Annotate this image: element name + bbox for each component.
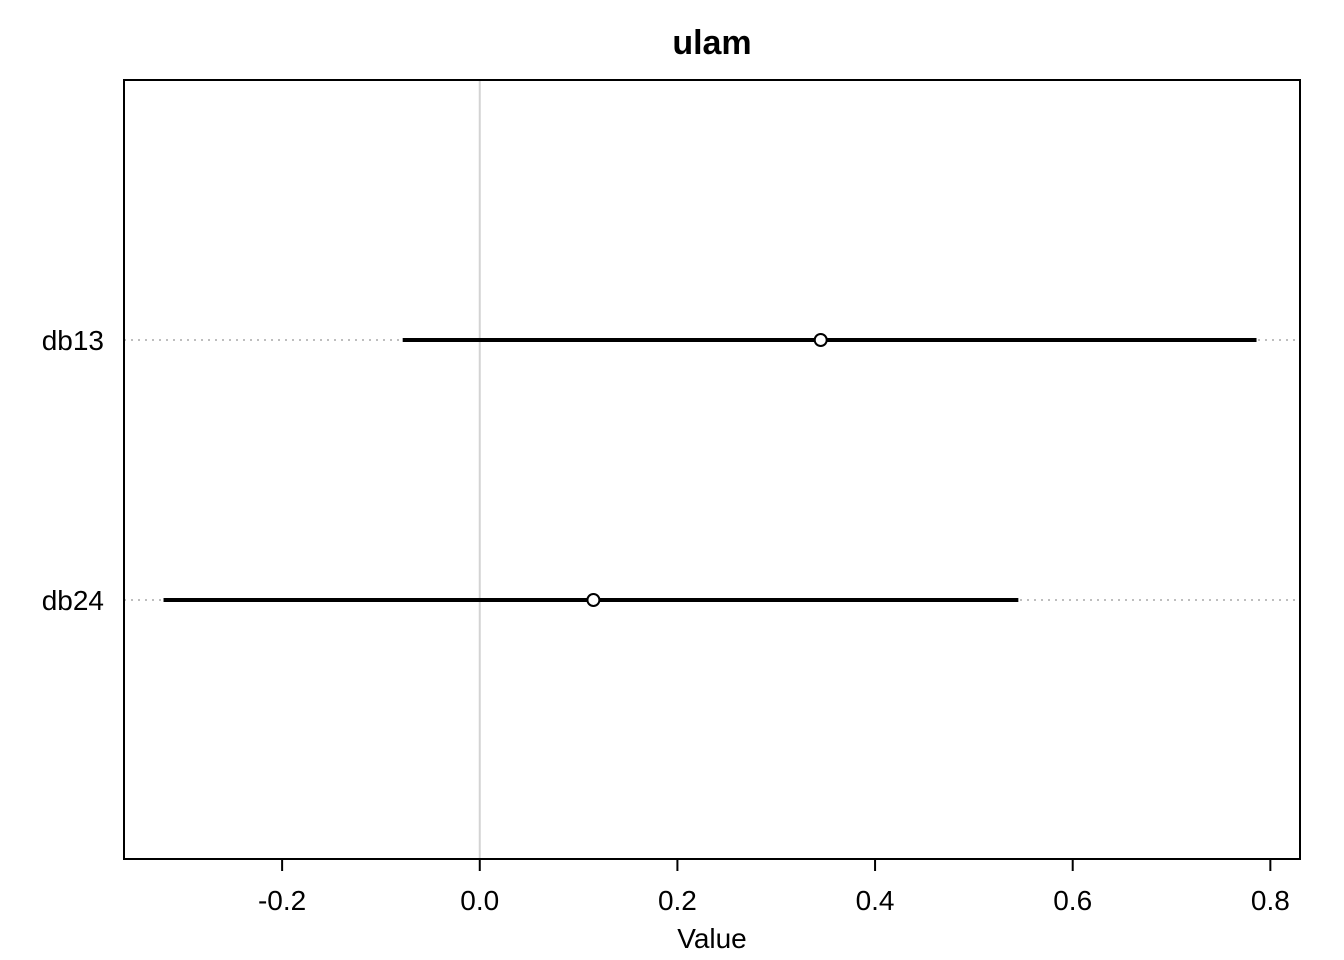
x-tick-label: 0.4 — [856, 885, 895, 916]
x-axis-label: Value — [677, 923, 747, 954]
category-label: db13 — [42, 325, 104, 356]
x-tick-label: 0.2 — [658, 885, 697, 916]
mean-point-db13 — [813, 333, 828, 347]
x-axis: db13 db24 -0.2 0.0 0.2 0.4 0.6 0.8 — [42, 325, 1290, 916]
mean-point-db24 — [586, 593, 601, 607]
x-tick-label: 0.0 — [460, 885, 499, 916]
x-tick-label: 0.8 — [1251, 885, 1290, 916]
x-tick-label: -0.2 — [258, 885, 306, 916]
chart-title: ulam — [672, 24, 751, 62]
x-tick-label: 0.6 — [1053, 885, 1092, 916]
plot-frame — [123, 79, 1301, 860]
plot-area — [124, 80, 1300, 859]
category-label: db24 — [42, 585, 104, 616]
